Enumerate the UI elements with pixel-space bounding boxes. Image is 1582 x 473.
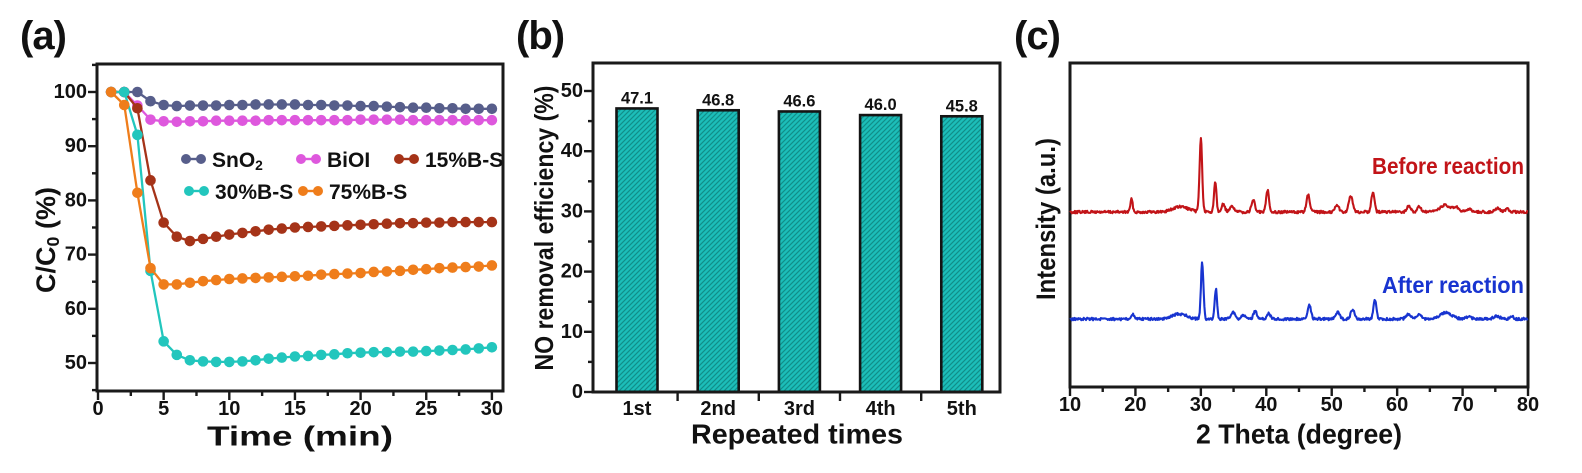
b-category-label: 3rd	[784, 398, 815, 420]
a-xtick: 25	[415, 398, 437, 420]
panel-c-label: (c)	[1014, 14, 1061, 58]
c-xtick: 30	[1190, 394, 1212, 416]
panel-b-label: (b)	[516, 14, 565, 58]
panel-a-label: (a)	[20, 14, 67, 58]
a-ytick: 50	[65, 352, 87, 374]
c-xtick: 50	[1321, 394, 1343, 416]
a-xtick: 20	[349, 398, 371, 420]
a-ytick: 80	[65, 189, 87, 211]
legend-label-3: 30%B-S	[215, 181, 293, 204]
b-category-label: 2nd	[700, 398, 736, 420]
a-ytick: 90	[65, 135, 87, 157]
a-xtick: 15	[284, 398, 306, 420]
b-yaxis-title: NO removal efficiency (%)	[529, 86, 559, 371]
legend-label-2: 15%B-S	[425, 149, 503, 172]
a-ytick: 100	[54, 81, 87, 103]
after-reaction-label: After reaction	[1382, 272, 1524, 298]
a-xaxis-title: Time (min)	[207, 421, 393, 452]
bar-4th: 46.0	[858, 96, 903, 394]
b-ytick: 10	[561, 321, 583, 343]
bar-3rd: 46.6	[777, 92, 822, 394]
bar-value-label: 47.1	[621, 89, 653, 107]
a-xtick: 0	[92, 398, 103, 420]
series-75bs	[105, 86, 498, 290]
b-ytick: 20	[561, 261, 583, 283]
a-xtick: 30	[481, 398, 503, 420]
b-ytick: 30	[561, 200, 583, 222]
bar-5th: 45.8	[939, 97, 984, 394]
c-xtick: 10	[1059, 394, 1081, 416]
a-xtick: 5	[158, 398, 169, 420]
b-category-label: 1st	[623, 398, 652, 420]
c-xtick: 20	[1124, 394, 1146, 416]
b-ytick: 40	[561, 140, 583, 162]
c-xtick: 80	[1517, 394, 1539, 416]
panel-b-chart: 47.1 46.8 46.6 46.0 45.8 1st 2nd 3rd 4th 5th 0 10 20…	[529, 61, 1002, 450]
c-xtick: 60	[1386, 394, 1408, 416]
legend-item-sno2: SnO2	[181, 149, 263, 174]
xrd-after-trace	[1069, 261, 1529, 322]
legend-label-4: 75%B-S	[329, 181, 407, 204]
b-category-label: 4th	[866, 398, 896, 420]
bar-value-label: 46.6	[783, 92, 815, 110]
c-yaxis-title: Intensity (a.u.)	[1031, 138, 1061, 300]
a-ytick: 60	[65, 298, 87, 320]
bar-value-label: 46.0	[865, 96, 897, 114]
legend-item-bioi: BiOI	[296, 149, 370, 172]
panel-a-chart: SnO2 BiOI 15%B-S 30%B-S 75%B-S 0 5 10 15 20 25 30 50…	[31, 62, 505, 452]
series-bioi	[105, 86, 498, 128]
legend-item-75bs: 75%B-S	[298, 181, 407, 204]
bar-1st: 47.1	[615, 89, 659, 394]
b-ytick: 0	[572, 381, 583, 403]
bar-value-label: 45.8	[946, 97, 978, 115]
c-xaxis-title: 2 Theta (degree)	[1196, 419, 1402, 450]
b-ytick: 50	[561, 80, 583, 102]
c-xtick: 70	[1451, 394, 1473, 416]
xrd-before-trace	[1069, 137, 1529, 215]
legend-item-15bs: 15%B-S	[394, 149, 503, 172]
a-ytick: 70	[65, 244, 87, 266]
panel-a-legend: SnO2 BiOI 15%B-S 30%B-S 75%B-S	[181, 149, 503, 204]
before-reaction-label: Before reaction	[1372, 153, 1524, 179]
a-xtick: 10	[218, 398, 240, 420]
c-xtick: 40	[1255, 394, 1277, 416]
b-category-label: 5th	[947, 398, 977, 420]
series-sno2	[105, 86, 498, 115]
bar-2nd: 46.8	[696, 91, 741, 394]
legend-label-1: BiOI	[327, 149, 370, 172]
legend-item-30bs: 30%B-S	[184, 181, 293, 204]
bar-value-label: 46.8	[702, 91, 734, 109]
a-yaxis-title: C/C0 (%)	[31, 187, 63, 293]
legend-label-0: SnO2	[212, 149, 263, 174]
b-xaxis-title: Repeated times	[691, 419, 903, 450]
panel-c-chart: Before reaction After reaction 10 20 30 40 50 6…	[1031, 61, 1539, 450]
